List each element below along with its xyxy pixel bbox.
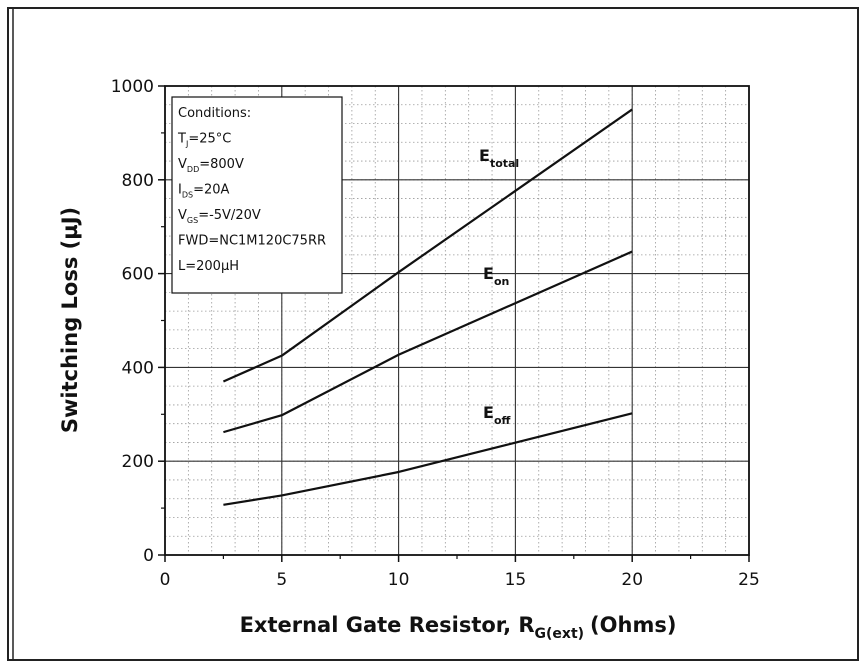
y-tick-label: 0	[143, 546, 154, 566]
condition-line: VGS=-5V/20V	[178, 208, 261, 225]
y-tick-label: 800	[122, 171, 154, 191]
x-axis-title: External Gate Resistor, RG(ext) (Ohms)	[240, 613, 677, 642]
series-line-E-off	[223, 412, 633, 506]
y-axis-title: Switching Loss (µJ)	[58, 207, 82, 433]
series-line-E-on	[223, 250, 633, 434]
series-line-E-total	[222, 108, 633, 383]
curve-labels: Etotal Eon Eoff	[479, 146, 519, 427]
condition-line: VDD=800V	[178, 157, 244, 174]
x-axis-title-sub: G(ext)	[535, 626, 585, 642]
condition-line: IDS=20A	[178, 183, 230, 200]
y-tick-label: 600	[122, 265, 154, 285]
curve-label-E-total: Etotal	[479, 146, 519, 170]
condition-line: L=200µH	[178, 259, 239, 274]
conditions-legend: Conditions: TJ=25°C VDD=800V IDS=20A VGS=-5V…	[171, 96, 343, 294]
x-tick-label: 10	[388, 570, 410, 590]
condition-line: TJ=25°C	[177, 132, 231, 149]
x-axis-title-unit: (Ohms)	[590, 613, 676, 637]
x-tick-label: 0	[160, 570, 171, 590]
y-tick-label: 200	[122, 452, 154, 472]
condition-line: Conditions:	[178, 106, 251, 121]
page-border	[7, 7, 859, 661]
x-tick-label: 25	[738, 570, 760, 590]
x-axis-title-main: External Gate Resistor, R	[240, 613, 535, 637]
x-tick-label: 5	[276, 570, 287, 590]
series-layer	[222, 108, 633, 506]
condition-line: FWD=NC1M120C75RR	[178, 234, 326, 249]
curve-label-E-off: Eoff	[483, 403, 510, 427]
curve-label-E-on: Eon	[483, 264, 509, 288]
y-tick-label: 1000	[111, 77, 154, 97]
axis-ticks: 0 5 10 15 20 25 0 200 400 600 800 1000	[111, 77, 760, 590]
x-tick-label: 20	[621, 570, 643, 590]
y-tick-label: 400	[122, 358, 154, 378]
x-tick-label: 15	[505, 570, 527, 590]
